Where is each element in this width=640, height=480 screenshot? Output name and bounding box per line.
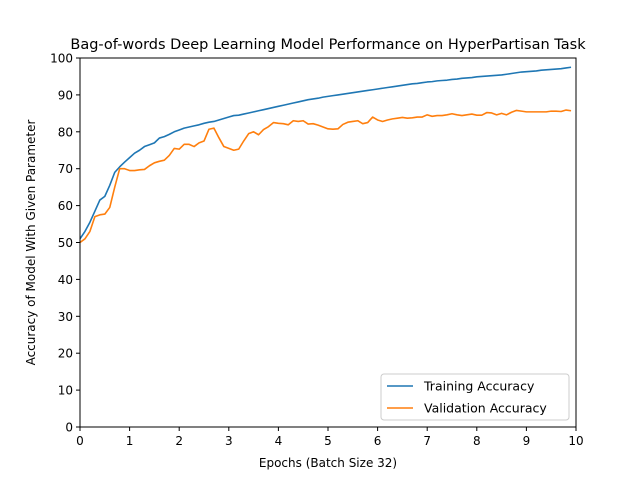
y-tick-label: 10 — [58, 384, 73, 398]
x-tick-label: 0 — [76, 434, 84, 448]
x-tick-label: 8 — [473, 434, 481, 448]
y-tick-label: 90 — [58, 88, 73, 102]
x-axis: 0 1 2 3 4 5 6 7 8 9 10 — [76, 427, 584, 448]
y-tick-label: 80 — [58, 125, 73, 139]
legend-label-training: Training Accuracy — [423, 379, 535, 394]
y-tick-label: 100 — [50, 52, 73, 66]
y-tick-label: 60 — [58, 199, 73, 213]
y-tick-label: 30 — [58, 310, 73, 324]
series-line-validation — [79, 109, 572, 244]
y-axis-label: Accuracy of Model With Given Parameter — [24, 120, 38, 366]
plot-area — [79, 57, 577, 428]
x-tick-label: 6 — [374, 434, 382, 448]
y-tick-label: 40 — [58, 273, 73, 287]
chart-title: Bag-of-words Deep Learning Model Perform… — [70, 37, 586, 53]
y-tick-label: 0 — [65, 421, 73, 435]
series-group — [79, 66, 572, 244]
x-tick-label: 5 — [324, 434, 332, 448]
x-tick-label: 10 — [568, 434, 583, 448]
x-tick-label: 7 — [423, 434, 431, 448]
series-line-training — [79, 66, 572, 240]
x-tick-label: 3 — [225, 434, 233, 448]
y-tick-label: 70 — [58, 162, 73, 176]
x-tick-label: 4 — [275, 434, 283, 448]
legend-label-validation: Validation Accuracy — [424, 401, 547, 416]
legend-box — [380, 373, 570, 421]
x-tick-label: 1 — [126, 434, 134, 448]
plot-background — [80, 58, 576, 427]
y-tick-label: 20 — [58, 347, 73, 361]
legend: Training Accuracy Validation Accuracy — [380, 373, 570, 421]
x-axis-label: Epochs (Batch Size 32) — [259, 456, 397, 470]
x-tick-label: 2 — [175, 434, 183, 448]
x-tick-label: 9 — [523, 434, 531, 448]
y-tick-label: 50 — [58, 236, 73, 250]
y-axis: 0 10 20 30 40 50 60 70 80 90 100 — [50, 52, 80, 435]
